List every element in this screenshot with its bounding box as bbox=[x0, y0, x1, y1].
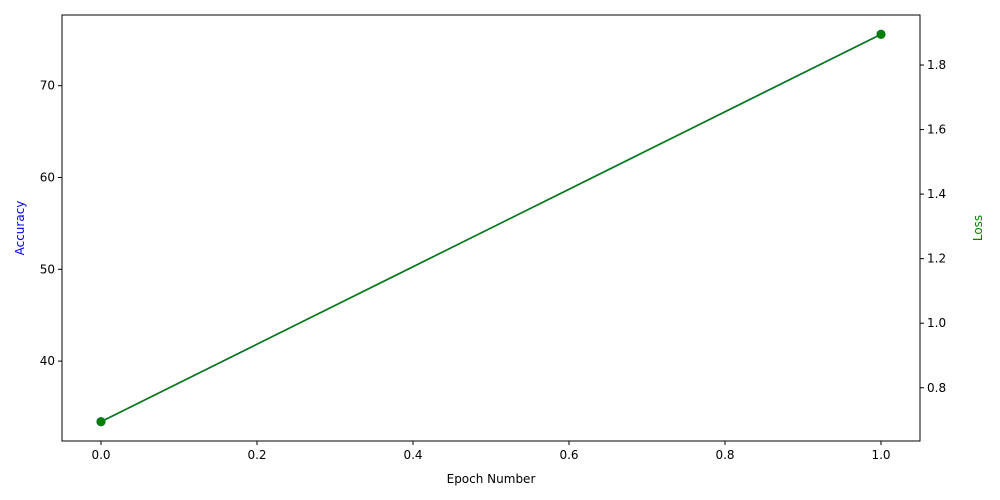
loss-line bbox=[100, 33, 882, 423]
plot-frame bbox=[61, 14, 921, 442]
y-axis-accuracy: 40 50 60 70 bbox=[40, 79, 62, 368]
x-axis: 0.0 0.2 0.4 0.6 0.8 1.0 bbox=[91, 441, 891, 462]
y-right-tick-label: 1.8 bbox=[927, 58, 946, 72]
x-tick-label: 0.2 bbox=[247, 448, 266, 462]
y-left-tick-label: 70 bbox=[40, 79, 55, 93]
y-left-tick-label: 60 bbox=[40, 171, 55, 185]
y-right-tick-label: 0.8 bbox=[927, 381, 946, 395]
x-tick-label: 0.4 bbox=[403, 448, 422, 462]
x-tick-label: 1.0 bbox=[871, 448, 890, 462]
y-right-tick-label: 1.6 bbox=[927, 123, 946, 137]
x-tick-label: 0.8 bbox=[715, 448, 734, 462]
x-tick-label: 0.6 bbox=[559, 448, 578, 462]
x-tick-label: 0.0 bbox=[91, 448, 110, 462]
y-axis-loss: 0.8 1.0 1.2 1.4 1.6 1.8 bbox=[920, 58, 946, 395]
y-left-tick-label: 40 bbox=[40, 354, 55, 368]
y-axis-label-accuracy: Accuracy bbox=[13, 201, 27, 256]
y-right-tick-label: 1.0 bbox=[927, 316, 946, 330]
y-right-tick-label: 1.4 bbox=[927, 187, 946, 201]
loss-point bbox=[96, 417, 106, 427]
y-axis-label-loss: Loss bbox=[971, 215, 985, 241]
x-axis-label: Epoch Number bbox=[447, 472, 536, 486]
y-left-tick-label: 50 bbox=[40, 262, 55, 276]
plot-area bbox=[61, 14, 921, 442]
loss-point bbox=[876, 29, 886, 39]
y-right-tick-label: 1.2 bbox=[927, 252, 946, 266]
series-layer bbox=[96, 29, 886, 427]
